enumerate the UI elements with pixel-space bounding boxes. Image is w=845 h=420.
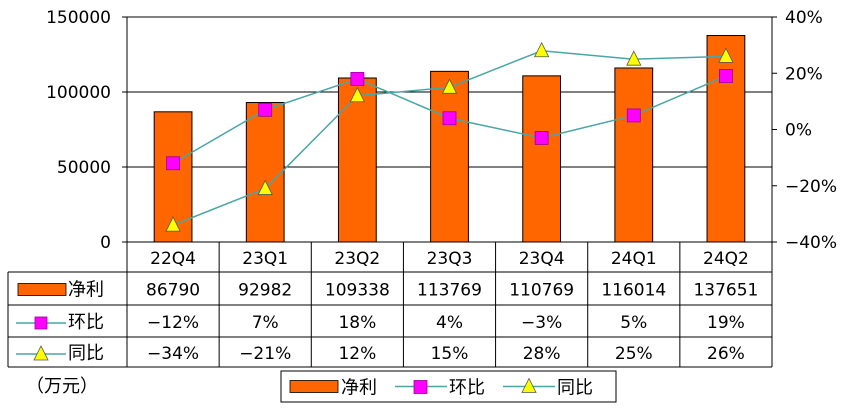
unit-label: （万元） [26, 376, 98, 397]
data-label: 26% [707, 344, 745, 364]
category-label: 23Q4 [519, 249, 565, 269]
point [626, 108, 641, 123]
left-tick-label: 100000 [46, 83, 111, 103]
row-label: 净利 [68, 280, 104, 301]
data-table: 22Q4 23Q1 23Q2 23Q3 23Q4 24Q1 24Q2 净利 86790 92982… [7, 242, 773, 368]
data-label: 4% [436, 313, 463, 333]
category-label: 24Q2 [703, 249, 749, 269]
data-label: 5% [620, 313, 647, 333]
point [533, 41, 550, 58]
bars [153, 35, 746, 243]
category-label: 23Q1 [242, 249, 288, 269]
right-tick-label: −20% [785, 177, 837, 197]
point [719, 69, 733, 83]
left-tick-label: 150000 [46, 8, 111, 28]
data-label: 25% [615, 344, 653, 364]
point [441, 78, 458, 94]
data-label: 110769 [509, 281, 574, 301]
data-label: 12% [338, 344, 376, 364]
row-key-marker [33, 345, 49, 361]
data-label: 15% [431, 344, 469, 364]
right-tick-label: −40% [785, 233, 837, 253]
point [350, 71, 365, 86]
axes: 0 50000 100000 150000 40% 20% 0% −20% −40% [46, 8, 837, 253]
point [258, 102, 273, 117]
legend-label: 净利 [341, 378, 377, 399]
left-tick-label: 0 [100, 233, 111, 253]
legend-key-bar [289, 380, 339, 393]
data-label: 86790 [146, 281, 200, 301]
data-label: 137651 [693, 281, 758, 301]
point [718, 47, 734, 63]
row-label: 环比 [68, 312, 104, 333]
right-tick-label: 20% [785, 64, 823, 84]
category-label: 22Q4 [150, 249, 196, 269]
data-label: −34% [147, 344, 199, 364]
point [534, 131, 549, 145]
data-label: 19% [707, 313, 745, 333]
category-label: 24Q1 [611, 249, 657, 269]
data-label: 18% [338, 313, 376, 333]
bar [245, 102, 285, 243]
data-label: 109338 [325, 281, 390, 301]
data-label: 92982 [238, 281, 292, 301]
left-tick-label: 50000 [57, 158, 111, 178]
point [166, 156, 180, 171]
legend: 净利 环比 同比 [280, 370, 617, 403]
data-label: 28% [523, 344, 561, 364]
category-label: 23Q3 [427, 249, 473, 269]
bar [614, 67, 654, 243]
bar [337, 77, 377, 243]
lines [165, 41, 734, 232]
bar [522, 75, 562, 243]
point [165, 216, 181, 232]
row-key-bar [17, 283, 67, 296]
legend-key-marker [413, 380, 428, 394]
row-key-marker [34, 316, 48, 330]
data-label: 116014 [601, 281, 666, 301]
point [257, 179, 273, 195]
bar [706, 35, 746, 243]
bar [430, 70, 469, 243]
point [442, 111, 457, 126]
data-label: −21% [239, 344, 291, 364]
row-label: 同比 [68, 343, 104, 364]
point [349, 86, 366, 103]
right-tick-label: 0% [785, 121, 812, 141]
data-label: 113769 [417, 281, 482, 301]
legend-key-marker [521, 377, 537, 393]
point [626, 50, 642, 66]
data-label: −3% [521, 313, 562, 333]
legend-label: 环比 [449, 378, 485, 399]
category-label: 23Q2 [334, 249, 380, 269]
data-label: −12% [147, 313, 199, 333]
right-tick-label: 40% [785, 8, 823, 28]
legend-label: 同比 [557, 378, 593, 399]
data-label: 7% [252, 313, 279, 333]
